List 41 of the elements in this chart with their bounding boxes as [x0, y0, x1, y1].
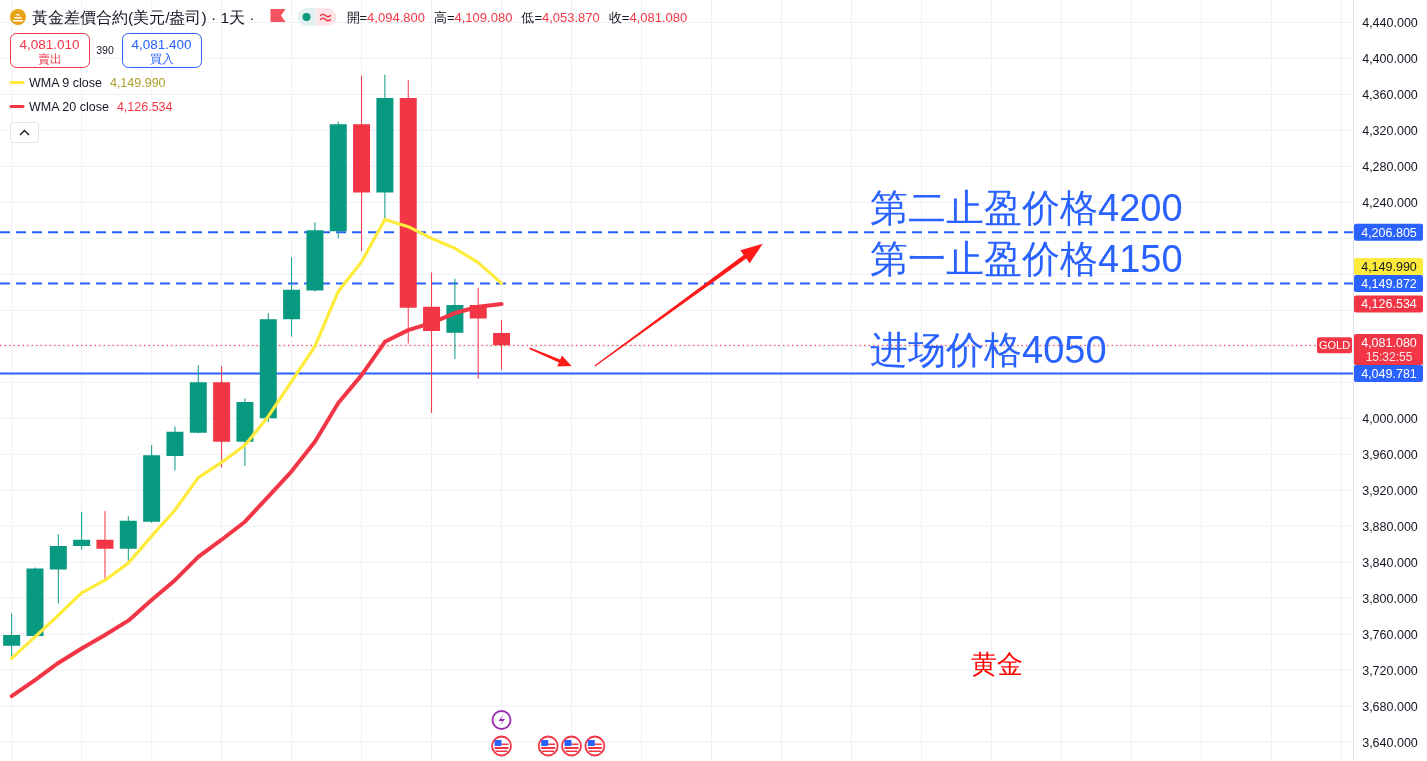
ref-line-label: 4,049.781 — [1361, 366, 1417, 381]
ref-line-label: 4,081.080 — [1361, 335, 1417, 350]
annotation: 4,081.400 — [131, 37, 192, 52]
text: 黃金差價合約(美元/盎司) · 1天 · — [32, 8, 255, 26]
y-tick-label: 4,000.000 — [1362, 411, 1418, 426]
y-tick-label: 4,360.000 — [1362, 87, 1418, 102]
y-tick-label: 3,720.000 — [1362, 663, 1418, 678]
y-tick-label: 4,440.000 — [1362, 15, 1418, 30]
annotation: 賣出 — [37, 53, 62, 66]
y-tick-label: 4,240.000 — [1362, 195, 1418, 210]
legend-label: WMA 20 close — [29, 100, 109, 114]
badge: 4,081.080 15:32:55 — [1354, 334, 1423, 365]
ref-line-label: 4,149.872 — [1361, 276, 1417, 291]
y-tick-label: 4,400.000 — [1362, 51, 1418, 66]
annotation: 4,081.010 — [19, 37, 80, 52]
tag: GOLD — [1317, 337, 1352, 354]
annotation: 高=4,109.080 — [433, 10, 513, 25]
annotation: 第二止盈价格4200 — [870, 187, 1183, 230]
annotation: 黄金 — [971, 650, 1023, 679]
y-tick-label: 3,840.000 — [1362, 555, 1418, 570]
annotation: 第一止盈价格4150 — [870, 238, 1183, 281]
y-tick-label: 3,680.000 — [1362, 699, 1418, 714]
annotation: 390 — [96, 44, 114, 56]
annotation: 低=4,053.870 — [521, 10, 600, 25]
ref-line-label: 4,206.805 — [1361, 225, 1417, 240]
annotation: 4,149.990 — [109, 76, 166, 90]
y-tick-label: 4,320.000 — [1362, 123, 1418, 138]
y-tick-label: 3,920.000 — [1362, 483, 1418, 498]
legend-label: WMA 9 close — [29, 76, 102, 90]
y-tick-label: 3,880.000 — [1362, 519, 1418, 534]
annotation: 買入 — [149, 52, 174, 65]
annotation: 開=4,094.800 — [346, 10, 425, 25]
y-tick-label: 4,280.000 — [1362, 159, 1418, 174]
annotation: 进场价格4050 — [870, 328, 1107, 371]
y-tick-label: 3,800.000 — [1362, 591, 1418, 606]
annotation: 收=4,081.080 — [608, 10, 688, 25]
y-tick-label: 3,640.000 — [1362, 735, 1418, 750]
annotation: 4,126.534 — [116, 100, 173, 114]
y-tick-label: 3,760.000 — [1362, 627, 1418, 642]
y-tick-label: 3,960.000 — [1362, 447, 1418, 462]
badge: 4,049.781 — [1354, 365, 1423, 382]
